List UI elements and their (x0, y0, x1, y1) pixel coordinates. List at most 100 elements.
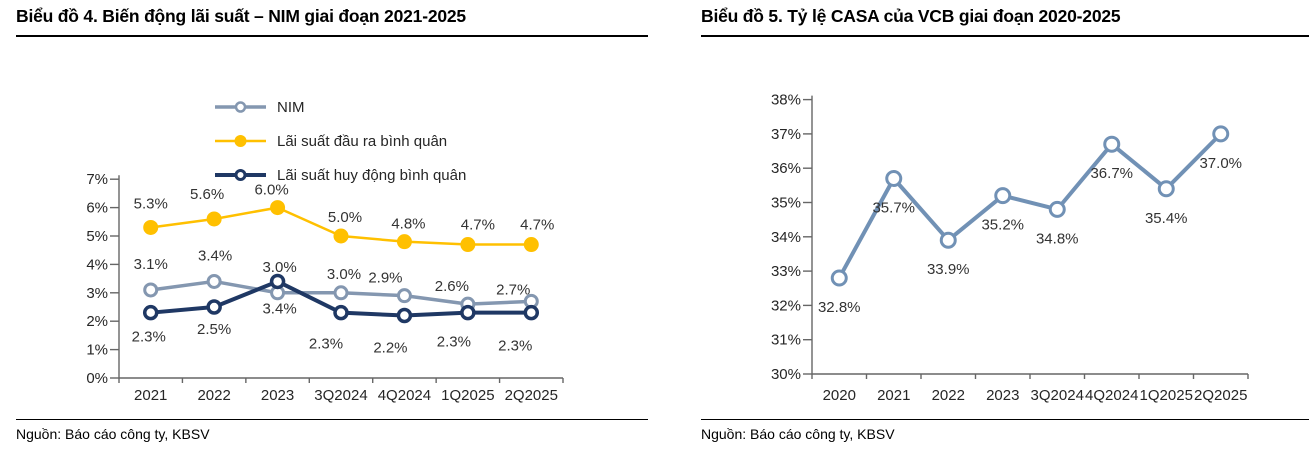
y-tick-label: 37% (771, 126, 801, 143)
y-tick-label: 3% (86, 285, 108, 302)
y-tick-label: 33% (771, 263, 801, 280)
data-point-label: 2.7% (496, 281, 530, 298)
data-point-marker (206, 299, 222, 315)
legend-marker (234, 135, 247, 147)
y-tick-label: 31% (771, 332, 801, 349)
legend-item: NIM (215, 99, 305, 116)
data-point-label: 2.3% (309, 336, 343, 353)
x-category-label: 3Q2024 (314, 387, 367, 404)
data-point-label: 2.9% (368, 270, 402, 287)
data-point-label: 35.2% (981, 217, 1024, 234)
x-category-label: 2023 (261, 387, 294, 404)
data-point-marker (142, 304, 159, 321)
data-point-marker (885, 169, 903, 187)
y-tick-label: 2% (86, 313, 108, 330)
data-point-marker (939, 231, 957, 249)
data-point-marker (523, 237, 539, 253)
chart4-source-note: Nguồn: Báo cáo công ty, KBSV (16, 419, 648, 442)
legend-marker (234, 169, 247, 181)
legend-item: Lãi suất huy động bình quân (215, 167, 466, 184)
data-point-label: 3.4% (198, 247, 232, 264)
x-category-label: 3Q2024 (1031, 387, 1084, 404)
data-point-label: 3.0% (327, 266, 361, 283)
data-point-label: 2.3% (437, 334, 471, 351)
data-point-marker (460, 304, 476, 321)
x-category-label: 2Q2025 (1194, 387, 1247, 404)
data-point-marker (523, 304, 540, 321)
y-tick-label: 7% (86, 171, 108, 188)
data-point-marker (269, 273, 286, 290)
x-category-label: 4Q2024 (1085, 387, 1138, 404)
data-point-marker (1212, 125, 1230, 143)
data-point-label: 2.6% (435, 278, 469, 295)
chart5-title: Biểu đồ 5. Tỷ lệ CASA của VCB giai đoạn … (701, 5, 1309, 37)
source-text: Nguồn: Báo cáo công ty, KBSV (701, 426, 895, 442)
x-category-label: 2021 (877, 387, 910, 404)
chart4-title: Biểu đồ 4. Biến động lãi suất – NIM giai… (16, 5, 648, 37)
data-point-marker (994, 187, 1012, 205)
nim-rates-line-chart: 0% 1% 2% 3% 4% 5% 6% 7% 2021 2022 2023 3Q2024 4Q2024… (86, 99, 564, 404)
legend-item: Lãi suất đầu ra bình quân (215, 133, 447, 150)
x-category-label: 2023 (986, 387, 1019, 404)
chart5-source-note: Nguồn: Báo cáo công ty, KBSV (701, 419, 1309, 442)
series-line-0 (837, 131, 1223, 280)
y-tick-label: 35% (771, 195, 801, 212)
data-point-label: 37.0% (1199, 155, 1242, 172)
data-point-label: 4.8% (391, 216, 425, 233)
x-category-label: 2022 (197, 387, 230, 404)
data-point-label: 34.8% (1036, 230, 1079, 247)
data-point-marker (270, 200, 286, 216)
legend-label: Lãi suất đầu ra bình quân (277, 133, 447, 150)
data-point-label: 4.7% (520, 217, 554, 234)
data-point-marker (143, 282, 159, 298)
data-point-marker (1157, 180, 1175, 198)
data-point-label: 5.6% (190, 186, 224, 203)
legend-marker (234, 101, 247, 113)
data-point-label: 5.0% (328, 209, 362, 226)
data-point-marker (396, 234, 412, 250)
data-point-marker (143, 219, 159, 235)
legend-label: Lãi suất huy động bình quân (277, 167, 466, 184)
data-point-label: 6.0% (254, 182, 288, 199)
x-category-label: 2Q2025 (505, 387, 558, 404)
y-tick-label: 4% (86, 256, 108, 273)
y-tick-label: 0% (86, 370, 108, 387)
data-point-label: 4.7% (461, 217, 495, 234)
data-point-marker (396, 288, 412, 304)
data-point-marker (1103, 135, 1121, 153)
data-point-marker (830, 269, 848, 287)
legend-label: NIM (277, 99, 305, 116)
y-tick-label: 5% (86, 228, 108, 245)
data-point-label: 3.4% (262, 300, 296, 317)
y-tick-label: 30% (771, 366, 801, 383)
data-point-label: 35.7% (872, 199, 915, 216)
data-point-label: 32.8% (818, 299, 861, 316)
data-point-label: 35.4% (1145, 210, 1188, 227)
data-point-marker (333, 228, 349, 244)
data-point-marker (460, 237, 476, 253)
data-point-label: 2.5% (197, 321, 231, 338)
data-point-marker (206, 273, 222, 289)
x-category-label: 1Q2025 (1140, 387, 1193, 404)
y-tick-label: 6% (86, 200, 108, 217)
data-point-label: 33.9% (927, 261, 970, 278)
x-category-label: 2022 (932, 387, 965, 404)
x-category-label: 1Q2025 (441, 387, 494, 404)
y-tick-label: 32% (771, 297, 801, 314)
x-category-label: 2021 (134, 387, 167, 404)
y-tick-label: 36% (771, 160, 801, 177)
y-tick-label: 1% (86, 342, 108, 359)
x-category-label: 4Q2024 (378, 387, 431, 404)
data-point-label: 3.0% (262, 259, 296, 276)
data-point-label: 3.1% (134, 256, 168, 273)
data-point-marker (1048, 200, 1066, 218)
data-point-marker (333, 304, 349, 321)
data-point-label: 2.3% (498, 338, 532, 355)
y-tick-label: 34% (771, 229, 801, 246)
casa-ratio-line-chart: 30% 31% 32% 33% 34% 35% 36% 37% 38% 2020 2021 2022 2… (771, 92, 1249, 404)
source-text: Nguồn: Báo cáo công ty, KBSV (16, 426, 210, 442)
data-point-label: 5.3% (134, 195, 168, 212)
data-point-marker (206, 211, 222, 227)
data-point-label: 2.2% (373, 340, 407, 357)
